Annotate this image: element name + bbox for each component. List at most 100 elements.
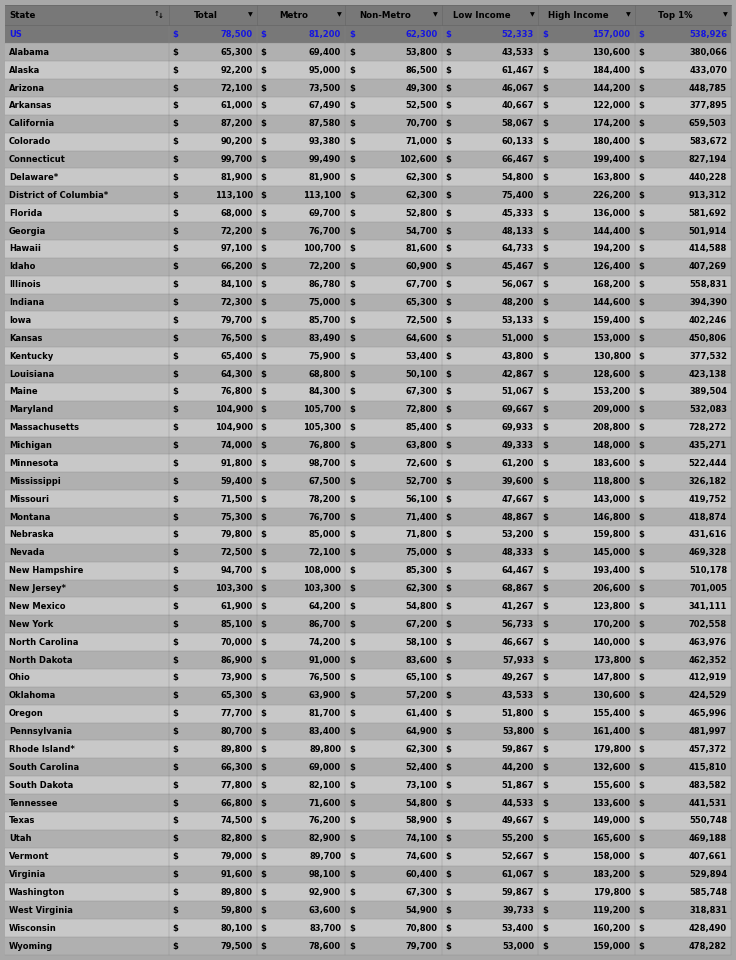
Text: $: $ [542, 852, 548, 861]
Text: 93,380: 93,380 [309, 137, 341, 146]
Text: Idaho: Idaho [9, 262, 35, 272]
Text: 50,100: 50,100 [406, 370, 438, 378]
Text: Michigan: Michigan [9, 441, 52, 450]
Text: $: $ [261, 924, 266, 933]
Text: $: $ [445, 780, 451, 790]
Text: 39,600: 39,600 [502, 477, 534, 486]
Bar [5, 365, 731, 383]
Text: 74,200: 74,200 [309, 637, 341, 647]
Text: $: $ [349, 334, 355, 343]
Text: $: $ [542, 870, 548, 879]
Text: $: $ [261, 745, 266, 754]
Text: $: $ [639, 691, 645, 700]
Text: $: $ [542, 316, 548, 324]
Text: Arizona: Arizona [9, 84, 45, 92]
Text: 550,748: 550,748 [689, 816, 727, 826]
Text: $: $ [349, 870, 355, 879]
Text: 53,400: 53,400 [502, 924, 534, 933]
Text: $: $ [261, 620, 266, 629]
Text: 402,246: 402,246 [689, 316, 727, 324]
Text: 53,400: 53,400 [406, 351, 438, 361]
Text: 145,000: 145,000 [592, 548, 631, 558]
Text: $: $ [639, 906, 645, 915]
Text: $: $ [261, 351, 266, 361]
Text: $: $ [172, 942, 178, 950]
Text: $: $ [261, 48, 266, 57]
Text: $: $ [349, 620, 355, 629]
Text: $: $ [542, 620, 548, 629]
Text: $: $ [639, 30, 645, 39]
Text: 130,800: 130,800 [592, 351, 631, 361]
Text: $: $ [261, 227, 266, 235]
Text: $: $ [542, 799, 548, 807]
Text: 46,067: 46,067 [502, 84, 534, 92]
Text: 53,800: 53,800 [406, 48, 438, 57]
Text: 659,503: 659,503 [689, 119, 727, 129]
Text: $: $ [261, 208, 266, 218]
Text: $: $ [445, 513, 451, 521]
Text: 92,200: 92,200 [221, 65, 252, 75]
Bar [5, 794, 731, 812]
Text: 146,800: 146,800 [592, 513, 631, 521]
Text: 76,200: 76,200 [309, 816, 341, 826]
Text: $: $ [172, 602, 178, 611]
Text: 105,300: 105,300 [303, 423, 341, 432]
Text: New Mexico: New Mexico [9, 602, 66, 611]
Text: $: $ [349, 102, 355, 110]
Text: 67,200: 67,200 [406, 620, 438, 629]
Text: 99,490: 99,490 [309, 156, 341, 164]
Bar [5, 651, 731, 669]
Text: 51,800: 51,800 [502, 709, 534, 718]
Text: $: $ [261, 388, 266, 396]
Text: $: $ [542, 566, 548, 575]
Text: $: $ [261, 709, 266, 718]
Text: 82,900: 82,900 [309, 834, 341, 843]
Text: $: $ [261, 477, 266, 486]
Text: $: $ [639, 459, 645, 468]
Text: 79,000: 79,000 [221, 852, 252, 861]
Bar [5, 866, 731, 883]
Text: 532,083: 532,083 [689, 405, 727, 415]
Text: 81,600: 81,600 [406, 245, 438, 253]
Text: 74,000: 74,000 [221, 441, 252, 450]
Text: $: $ [542, 816, 548, 826]
Text: 165,600: 165,600 [592, 834, 631, 843]
Text: 67,490: 67,490 [309, 102, 341, 110]
Text: $: $ [639, 548, 645, 558]
Text: $: $ [349, 656, 355, 664]
Text: 226,200: 226,200 [592, 191, 631, 200]
Text: $: $ [445, 852, 451, 861]
Text: $: $ [542, 691, 548, 700]
Text: 119,200: 119,200 [592, 906, 631, 915]
Text: 65,300: 65,300 [221, 48, 252, 57]
Text: $: $ [639, 834, 645, 843]
Text: $: $ [261, 637, 266, 647]
Text: $: $ [172, 870, 178, 879]
Text: 67,300: 67,300 [406, 388, 438, 396]
Bar [5, 686, 731, 705]
Text: 87,200: 87,200 [221, 119, 252, 129]
Text: Top 1%: Top 1% [658, 11, 693, 20]
Text: $: $ [639, 745, 645, 754]
Text: Massachusetts: Massachusetts [9, 423, 79, 432]
Text: $: $ [542, 30, 548, 39]
Text: 67,500: 67,500 [309, 477, 341, 486]
Text: 56,100: 56,100 [406, 494, 438, 504]
Text: $: $ [172, 709, 178, 718]
Bar [5, 901, 731, 920]
Text: 469,328: 469,328 [689, 548, 727, 558]
Bar [5, 401, 731, 419]
Text: 199,400: 199,400 [592, 156, 631, 164]
Bar [5, 204, 731, 222]
Text: 55,200: 55,200 [502, 834, 534, 843]
Text: Illinois: Illinois [9, 280, 40, 289]
Text: $: $ [172, 30, 178, 39]
Text: $: $ [172, 316, 178, 324]
Bar [5, 705, 731, 723]
Text: $: $ [445, 102, 451, 110]
Text: 99,700: 99,700 [221, 156, 252, 164]
Text: $: $ [445, 351, 451, 361]
Text: $: $ [639, 334, 645, 343]
Text: 89,700: 89,700 [309, 852, 341, 861]
Text: $: $ [261, 370, 266, 378]
